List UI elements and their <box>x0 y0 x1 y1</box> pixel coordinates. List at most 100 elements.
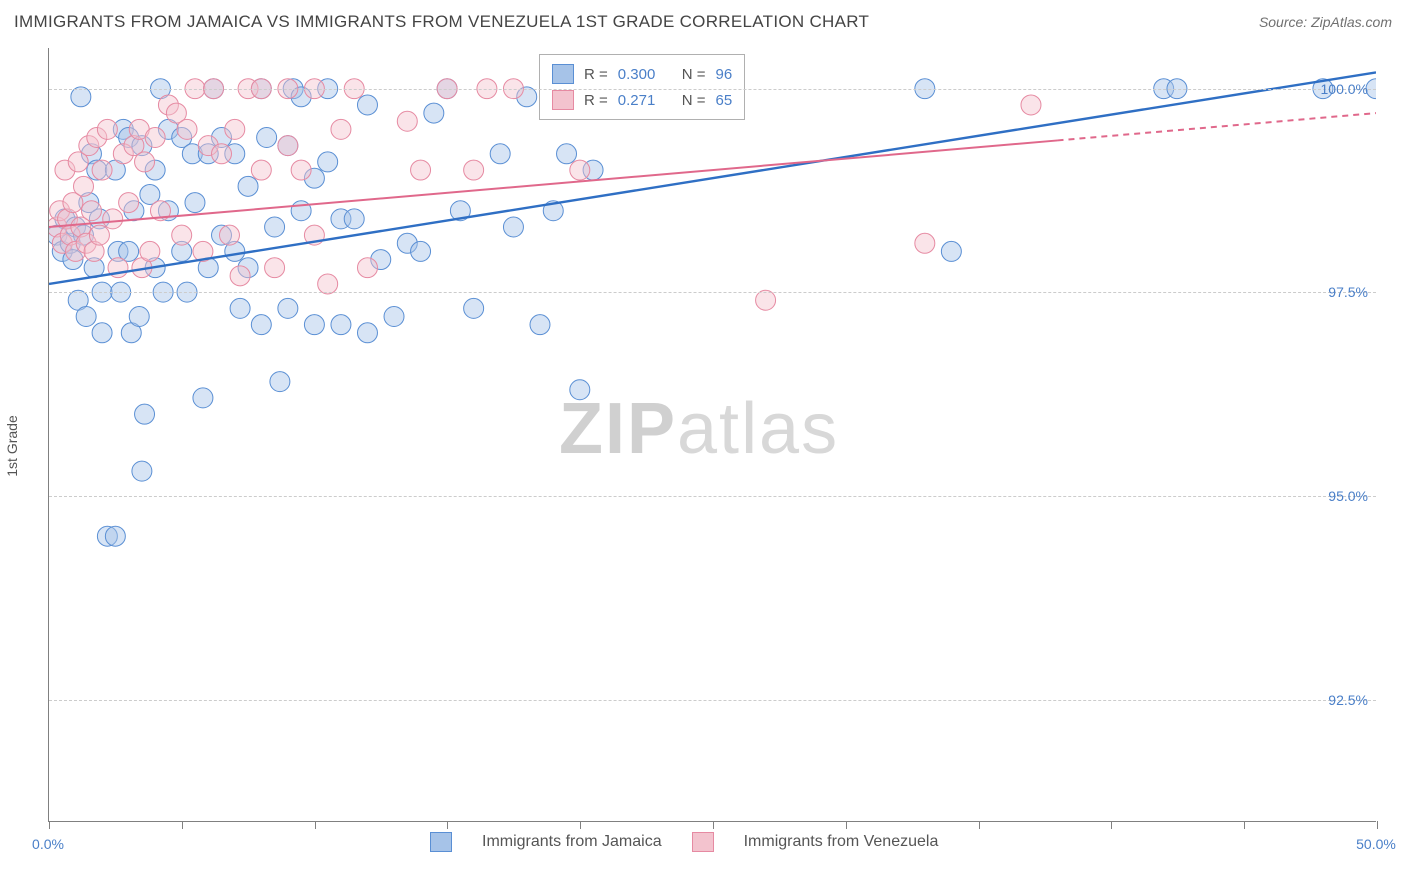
x-tick <box>1244 821 1245 829</box>
gridline <box>49 292 1376 293</box>
data-point <box>172 225 192 245</box>
data-point <box>172 128 192 148</box>
data-point <box>344 209 364 229</box>
data-point <box>212 225 232 245</box>
data-point <box>278 298 298 318</box>
x-tick <box>49 821 50 829</box>
data-point <box>371 250 391 270</box>
data-point <box>198 136 218 156</box>
data-point <box>145 160 165 180</box>
data-point <box>129 119 149 139</box>
data-point <box>79 136 99 156</box>
data-point <box>331 119 351 139</box>
data-point <box>135 152 155 172</box>
data-point <box>384 307 404 327</box>
data-point <box>212 144 232 164</box>
data-point <box>230 298 250 318</box>
data-point <box>583 160 603 180</box>
data-point <box>212 128 232 148</box>
data-point <box>219 225 239 245</box>
data-point <box>230 266 250 286</box>
data-point <box>79 193 99 213</box>
y-tick-label: 100.0% <box>1321 81 1368 97</box>
data-point <box>291 87 311 107</box>
data-point <box>50 201 70 221</box>
data-point <box>158 119 178 139</box>
data-point <box>105 160 125 180</box>
data-point <box>76 307 96 327</box>
data-point <box>103 209 123 229</box>
x-tick <box>580 821 581 829</box>
y-tick-label: 92.5% <box>1328 692 1368 708</box>
data-point <box>177 119 197 139</box>
data-point <box>251 315 271 335</box>
data-point <box>291 160 311 180</box>
data-point <box>570 380 590 400</box>
data-point <box>503 217 523 237</box>
data-point <box>87 160 107 180</box>
data-point <box>318 152 338 172</box>
data-point <box>52 241 72 261</box>
data-point <box>411 241 431 261</box>
data-point <box>92 160 112 180</box>
x-tick <box>182 821 183 829</box>
y-axis-label: 1st Grade <box>4 415 20 476</box>
x-tick <box>713 821 714 829</box>
data-point <box>357 323 377 343</box>
data-point <box>113 144 133 164</box>
data-point <box>198 258 218 278</box>
data-point <box>238 176 258 196</box>
gridline <box>49 89 1376 90</box>
data-point <box>145 128 165 148</box>
data-point <box>140 184 160 204</box>
data-point <box>1021 95 1041 115</box>
data-point <box>557 144 577 164</box>
gridline <box>49 700 1376 701</box>
data-point <box>530 315 550 335</box>
data-point <box>158 201 178 221</box>
data-point <box>424 103 444 123</box>
data-point <box>89 225 109 245</box>
data-point <box>66 217 86 237</box>
data-point <box>172 241 192 261</box>
data-point <box>225 144 245 164</box>
data-point <box>464 160 484 180</box>
y-tick-label: 95.0% <box>1328 488 1368 504</box>
data-point <box>66 241 86 261</box>
watermark: ZIPatlas <box>559 388 839 470</box>
data-point <box>89 209 109 229</box>
data-point <box>74 176 94 196</box>
data-point <box>60 225 80 245</box>
data-point <box>357 258 377 278</box>
legend-n-label: N = <box>682 66 706 83</box>
data-point <box>270 372 290 392</box>
legend-r-value: 0.300 <box>618 66 672 83</box>
chart-title: IMMIGRANTS FROM JAMAICA VS IMMIGRANTS FR… <box>14 12 869 32</box>
data-point <box>193 388 213 408</box>
legend-n-value: 65 <box>716 92 733 109</box>
data-point <box>291 201 311 221</box>
data-point <box>464 298 484 318</box>
x-tick-label: 50.0% <box>1356 836 1396 852</box>
data-point <box>158 95 178 115</box>
data-point <box>915 233 935 253</box>
data-point <box>97 526 117 546</box>
data-point <box>411 160 431 180</box>
x-tick <box>979 821 980 829</box>
data-point <box>318 274 338 294</box>
gridline <box>49 496 1376 497</box>
data-point <box>265 217 285 237</box>
x-tick <box>315 821 316 829</box>
legend-r-value: 0.271 <box>618 92 672 109</box>
data-point <box>76 233 96 253</box>
legend-r-label: R = <box>584 92 608 109</box>
data-point <box>49 225 67 245</box>
source-label: Source: ZipAtlas.com <box>1259 14 1392 30</box>
data-point <box>84 258 104 278</box>
series-legend: Immigrants from JamaicaImmigrants from V… <box>430 832 938 852</box>
data-point <box>92 323 112 343</box>
data-point <box>63 193 83 213</box>
data-point <box>278 136 298 156</box>
data-point <box>135 404 155 424</box>
data-point <box>108 258 128 278</box>
